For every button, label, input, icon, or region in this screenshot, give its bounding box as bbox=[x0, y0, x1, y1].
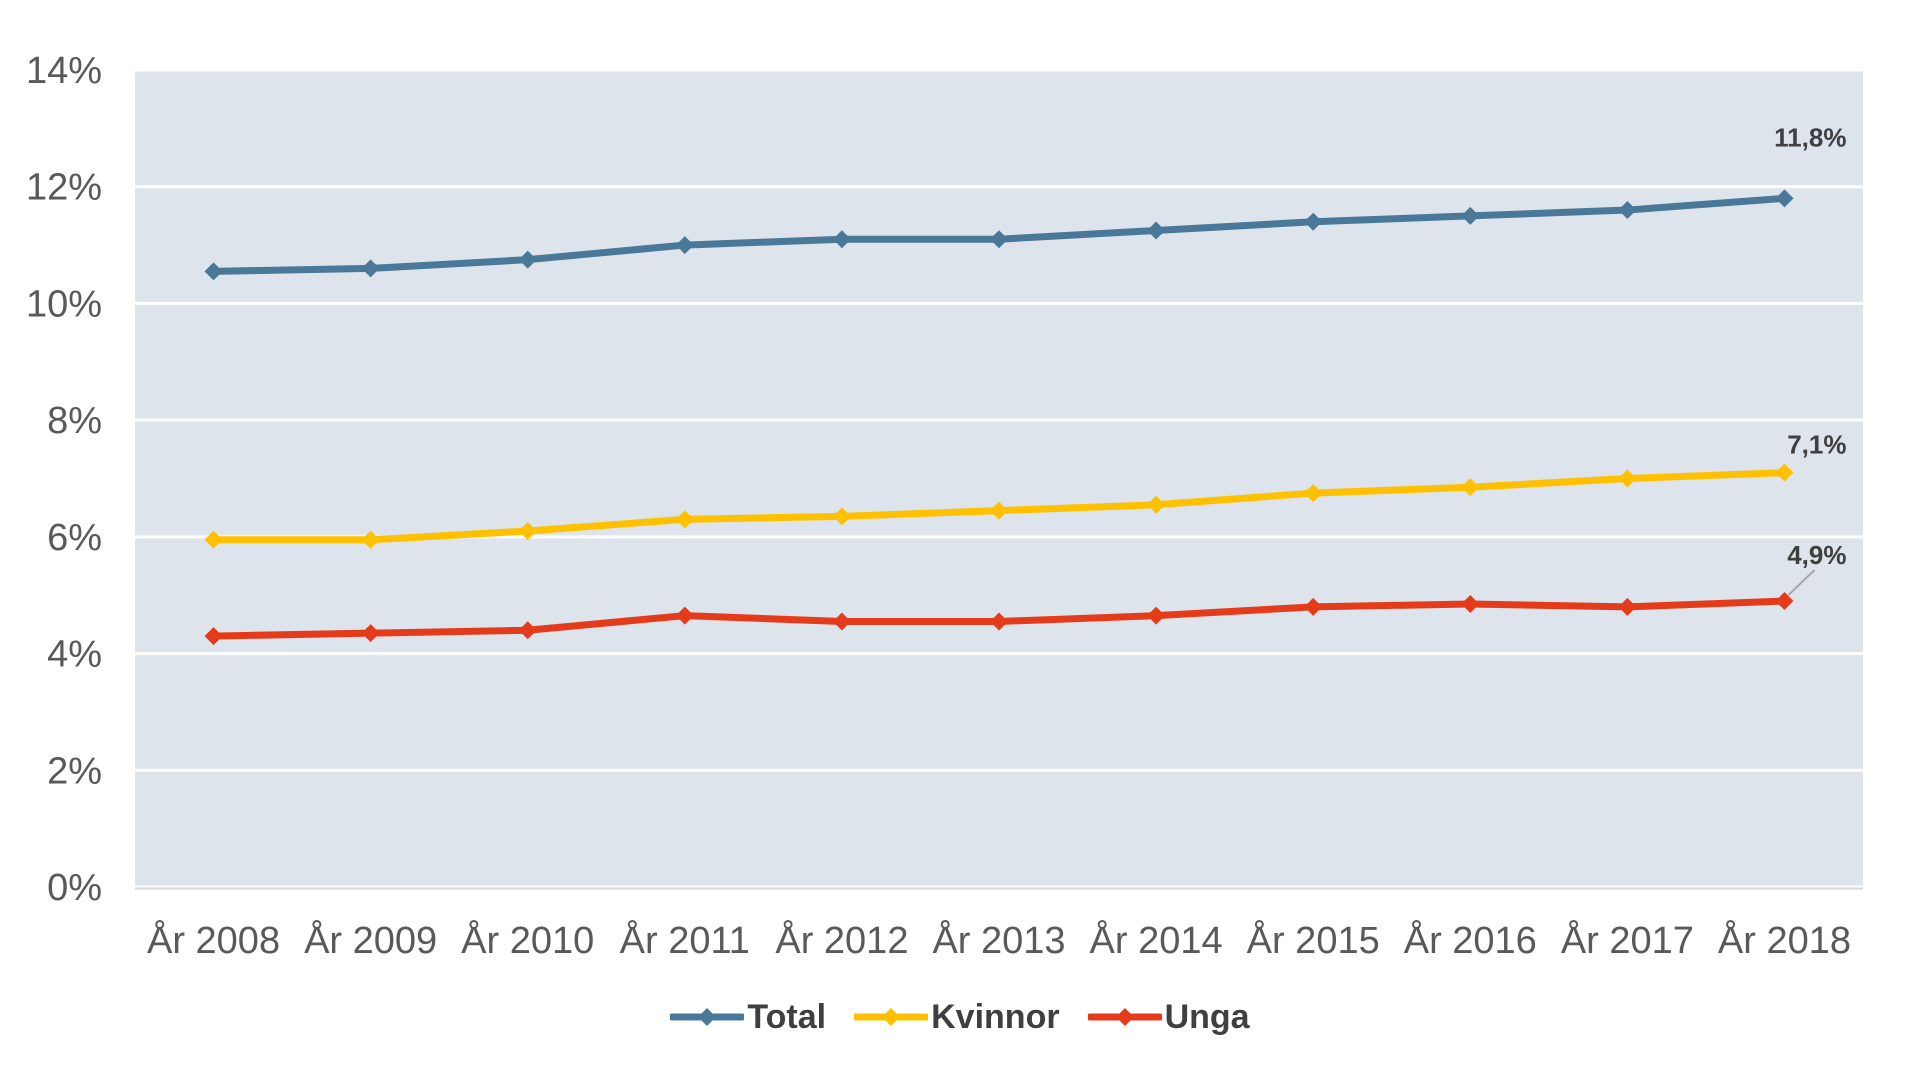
data-point-marker bbox=[1147, 495, 1166, 514]
x-tick-label: År 2013 bbox=[932, 918, 1065, 962]
x-tick-label: År 2014 bbox=[1090, 918, 1223, 962]
data-point-marker bbox=[518, 522, 537, 541]
x-tick-label: År 2016 bbox=[1404, 918, 1537, 962]
series-total: 11,8% bbox=[204, 122, 1846, 281]
data-point-marker bbox=[1461, 206, 1480, 225]
data-label-leader-line bbox=[1787, 569, 1816, 596]
data-point-marker bbox=[1304, 212, 1323, 231]
legend-diamond-marker-icon bbox=[1115, 1008, 1134, 1026]
data-point-marker bbox=[1147, 606, 1166, 625]
data-point-marker bbox=[361, 530, 380, 549]
legend-item-unga: Unga bbox=[1087, 998, 1250, 1036]
data-point-marker bbox=[832, 230, 851, 249]
data-point-marker bbox=[1775, 592, 1794, 611]
legend-item-kvinnor: Kvinnor bbox=[854, 998, 1060, 1036]
series-kvinnor: 7,1% bbox=[204, 430, 1846, 549]
legend-label: Kvinnor bbox=[931, 998, 1060, 1036]
data-label: 11,8% bbox=[1774, 122, 1846, 152]
y-tick-label: 4% bbox=[47, 634, 102, 676]
data-point-marker bbox=[675, 606, 694, 625]
data-point-marker bbox=[832, 507, 851, 526]
data-point-marker bbox=[1461, 478, 1480, 497]
data-point-marker bbox=[518, 250, 537, 269]
data-point-marker bbox=[1461, 594, 1480, 613]
y-tick-label: 6% bbox=[47, 517, 102, 559]
data-point-marker bbox=[1304, 484, 1323, 503]
data-point-marker bbox=[1775, 463, 1794, 482]
data-point-marker bbox=[1304, 597, 1323, 616]
chart-legend: Total Kvinnor Unga bbox=[0, 1000, 1920, 1034]
x-tick-label: År 2015 bbox=[1247, 918, 1380, 962]
data-point-marker bbox=[990, 230, 1008, 249]
data-point-marker bbox=[1618, 597, 1637, 616]
data-point-marker bbox=[204, 262, 223, 281]
legend-line-marker-icon bbox=[670, 1008, 745, 1026]
legend-line-marker-icon bbox=[854, 1008, 929, 1026]
data-point-marker bbox=[832, 612, 851, 631]
legend-item-total: Total bbox=[670, 1000, 826, 1034]
x-tick-label: År 2010 bbox=[461, 918, 594, 962]
data-point-marker bbox=[990, 612, 1008, 631]
legend-diamond-marker-icon bbox=[882, 1008, 901, 1026]
x-axis-labels: År 2008 År 2009 År 2010 År 2011 År 2012 År 20… bbox=[147, 918, 1851, 962]
x-tick-label: År 2012 bbox=[775, 918, 908, 962]
data-point-marker bbox=[204, 530, 223, 549]
data-label: 4,9% bbox=[1787, 540, 1846, 570]
data-point-marker bbox=[675, 236, 694, 255]
y-tick-label: 12% bbox=[26, 167, 102, 209]
series-unga: 4,9% bbox=[204, 540, 1846, 646]
x-tick-label: År 2018 bbox=[1718, 918, 1851, 962]
y-tick-label: 8% bbox=[47, 400, 102, 442]
data-label: 7,1% bbox=[1787, 430, 1846, 460]
legend-label: Unga bbox=[1164, 998, 1250, 1036]
data-point-marker bbox=[518, 621, 537, 640]
y-tick-label: 10% bbox=[26, 283, 102, 325]
data-point-marker bbox=[361, 624, 380, 643]
data-point-marker bbox=[1618, 201, 1637, 220]
data-point-marker bbox=[1147, 221, 1166, 240]
y-tick-label: 0% bbox=[47, 867, 102, 909]
data-point-marker bbox=[990, 501, 1008, 520]
data-point-marker bbox=[675, 510, 694, 529]
legend-label: Total bbox=[747, 998, 827, 1036]
data-point-marker bbox=[361, 259, 380, 278]
x-tick-label: År 2008 bbox=[147, 918, 280, 962]
y-axis-labels: 0% 2% 4% 6% 8% 10% 12% 14% bbox=[26, 50, 102, 909]
x-tick-label: År 2017 bbox=[1561, 918, 1694, 962]
legend-line-marker-icon bbox=[1087, 1008, 1162, 1026]
x-tick-label: År 2011 bbox=[620, 918, 750, 962]
legend-diamond-marker-icon bbox=[698, 1008, 717, 1026]
y-tick-label: 14% bbox=[26, 50, 102, 92]
data-point-marker bbox=[1618, 469, 1637, 488]
x-tick-label: År 2009 bbox=[304, 918, 437, 962]
data-point-marker bbox=[1775, 189, 1794, 208]
y-tick-label: 2% bbox=[47, 750, 102, 792]
data-point-marker bbox=[204, 627, 223, 646]
